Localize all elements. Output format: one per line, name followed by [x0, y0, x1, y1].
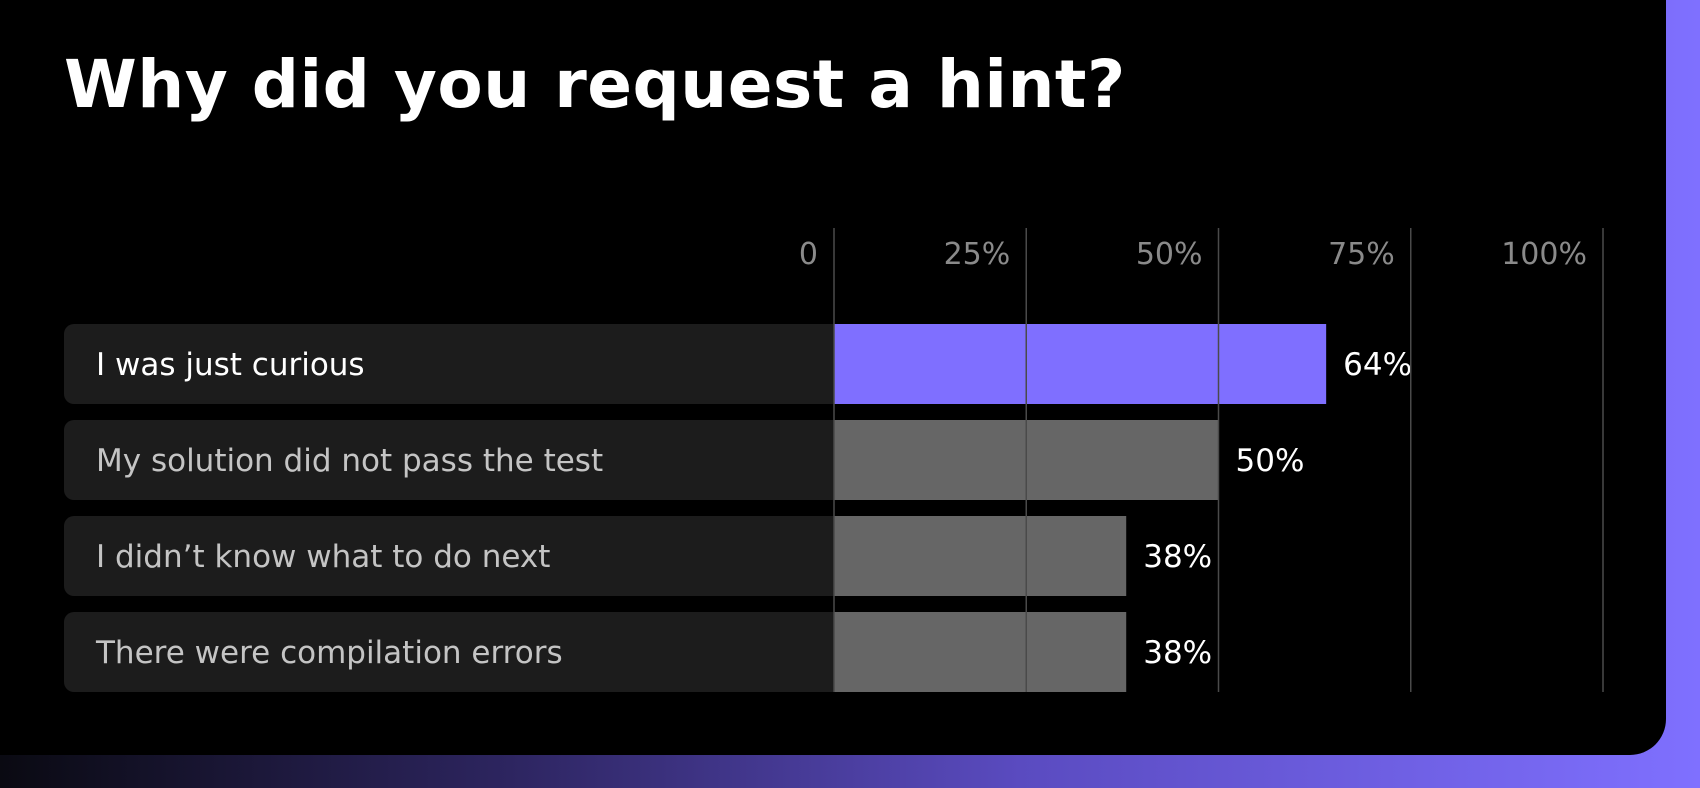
row-background	[64, 612, 844, 692]
category-label: My solution did not pass the test	[96, 443, 603, 479]
value-label: 64%	[1343, 347, 1412, 383]
x-tick-label: 50%	[1136, 237, 1203, 272]
category-label: I was just curious	[96, 347, 365, 383]
x-tick-label: 75%	[1328, 237, 1395, 272]
category-label: I didn’t know what to do next	[96, 539, 550, 575]
bar	[834, 612, 1127, 692]
value-label: 38%	[1143, 635, 1212, 671]
row-background	[64, 516, 844, 596]
x-tick-label: 0	[799, 237, 818, 272]
x-tick-label: 100%	[1501, 237, 1587, 272]
x-tick-label: 25%	[944, 237, 1011, 272]
category-label: There were compilation errors	[95, 635, 563, 671]
row-background	[64, 324, 844, 404]
value-label: 50%	[1236, 443, 1305, 479]
bar	[834, 516, 1127, 596]
chart-title: Why did you request a hint?	[64, 46, 1126, 123]
bar	[834, 324, 1327, 404]
row-background	[64, 420, 844, 500]
value-label: 38%	[1143, 539, 1212, 575]
